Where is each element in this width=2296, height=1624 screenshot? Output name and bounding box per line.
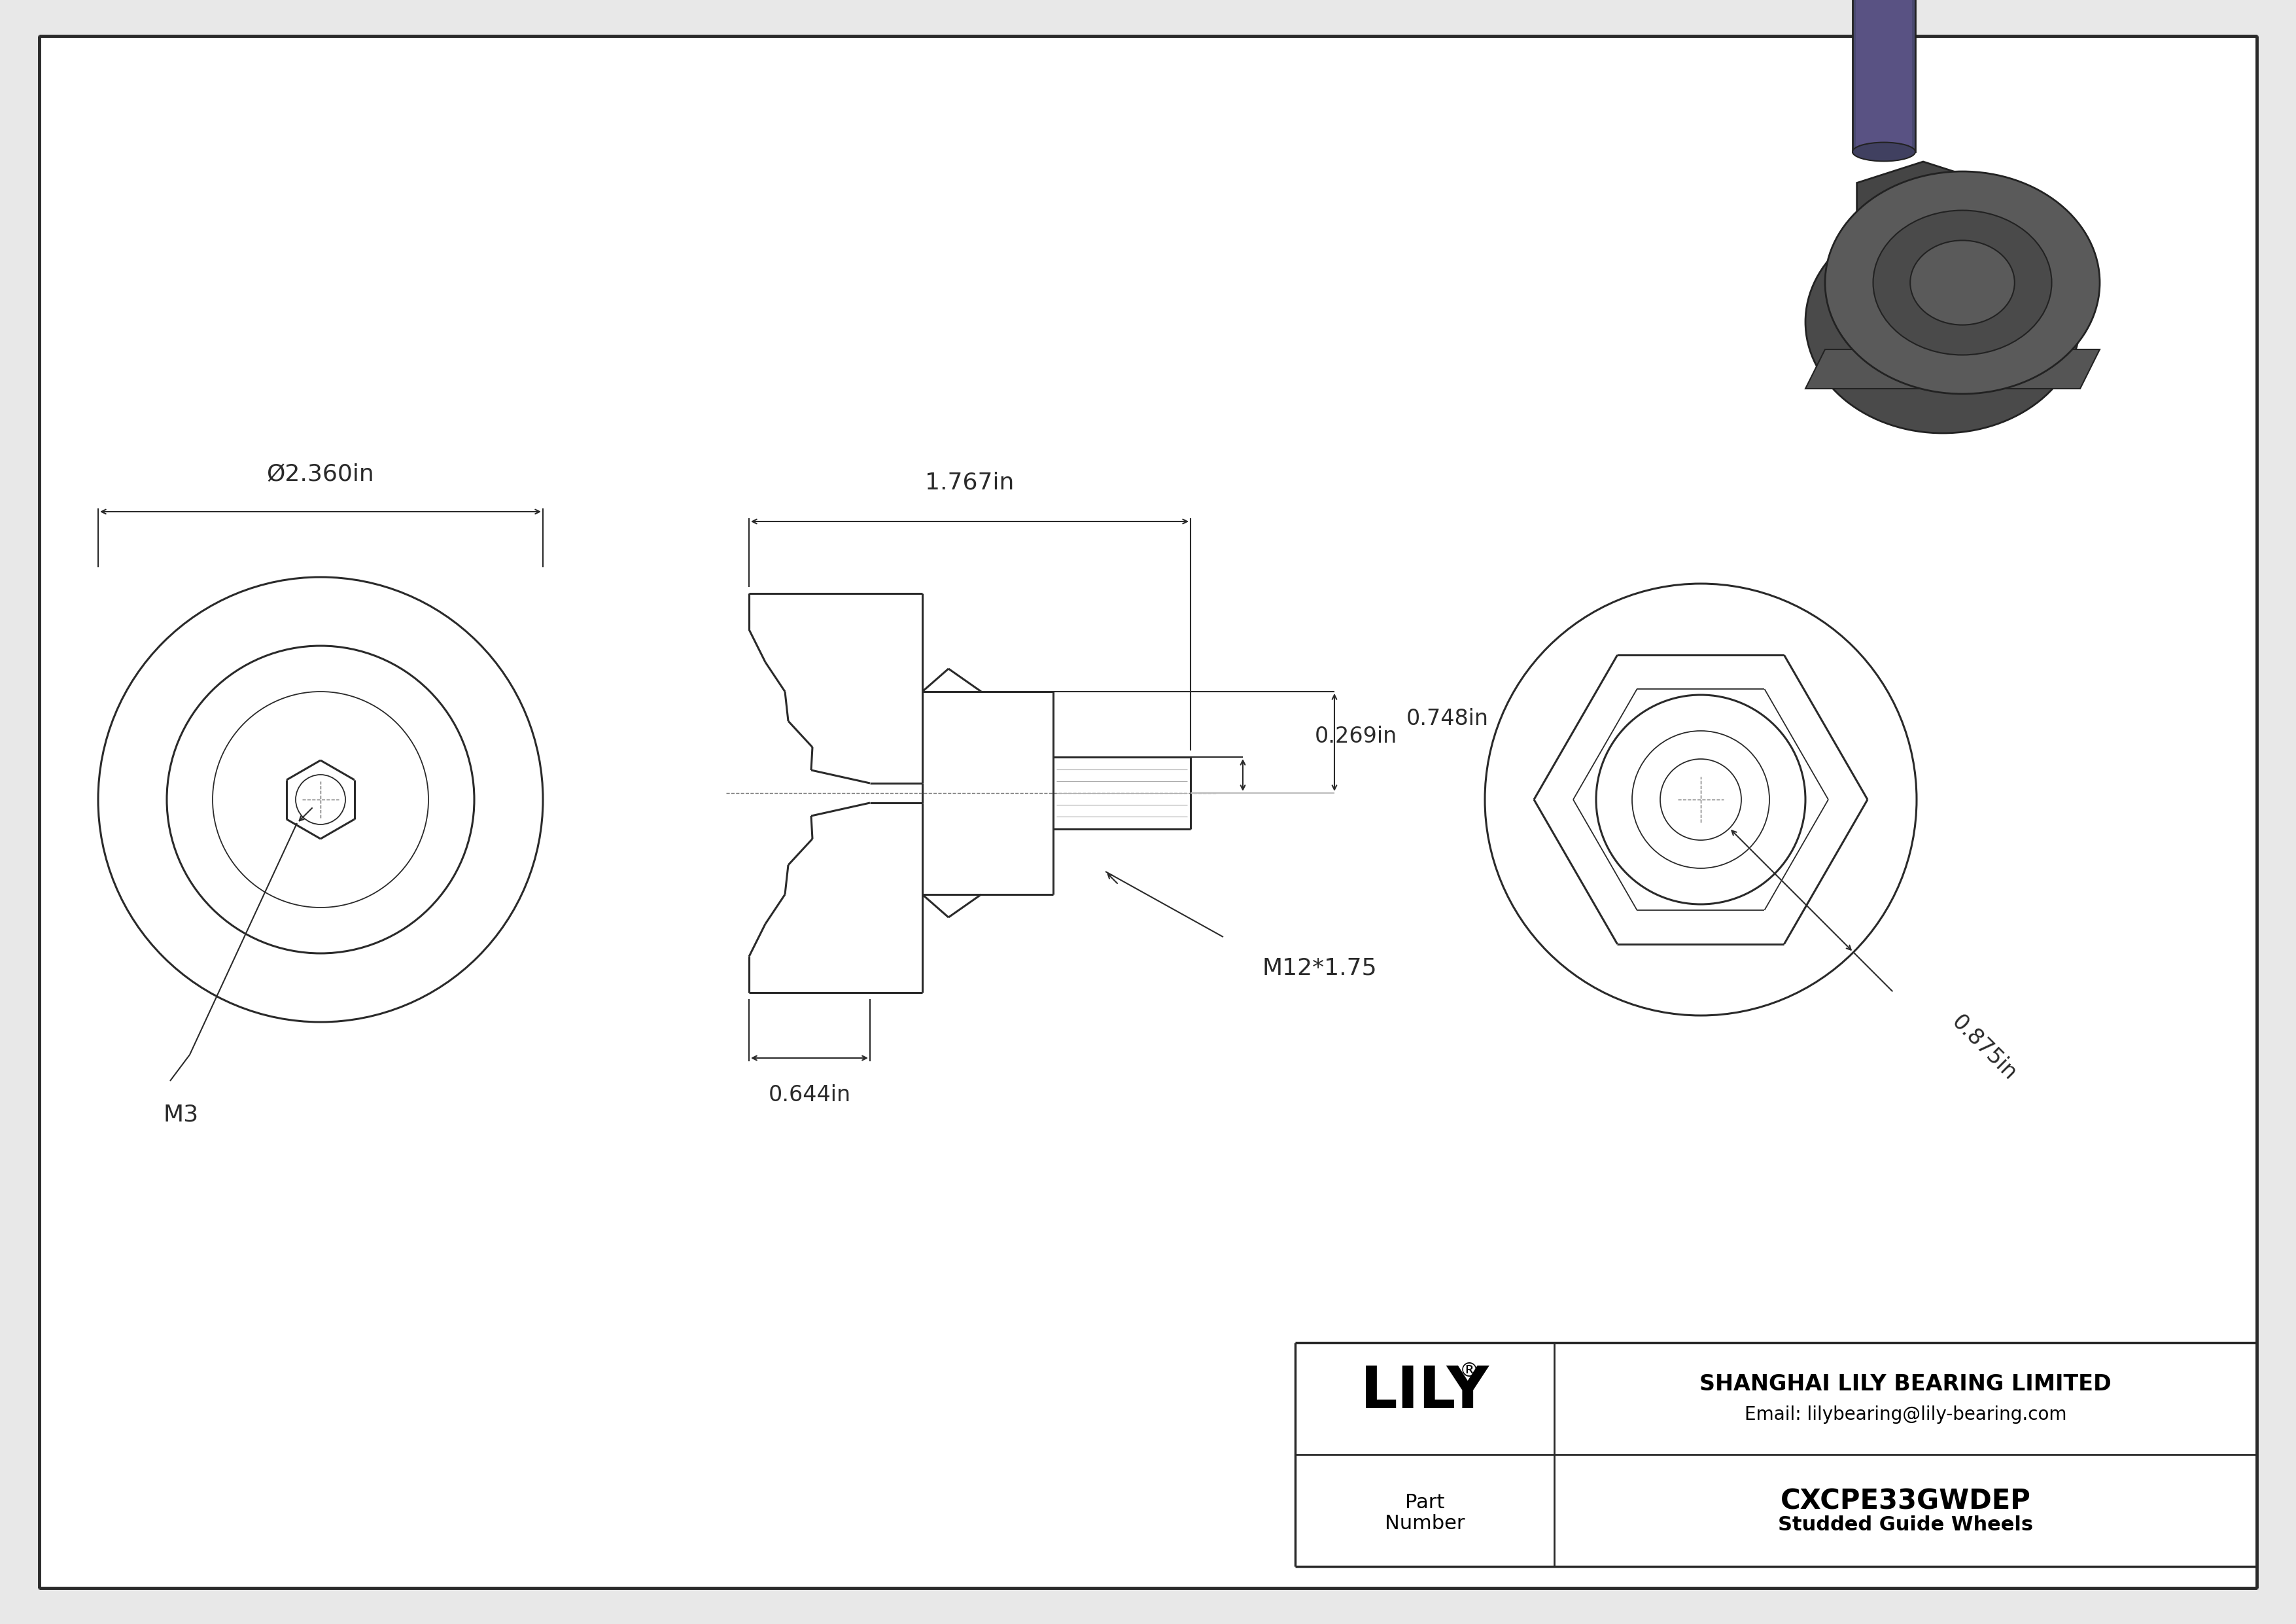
Polygon shape (1857, 162, 1988, 247)
Text: LILY: LILY (1359, 1364, 1490, 1421)
Text: Number: Number (1384, 1514, 1465, 1533)
Text: Ø2.360in: Ø2.360in (266, 463, 374, 486)
Text: CXCPE33GWDEP: CXCPE33GWDEP (1779, 1488, 2030, 1515)
Polygon shape (1805, 349, 2101, 388)
Text: 0.644in: 0.644in (769, 1085, 852, 1106)
Ellipse shape (1853, 143, 1915, 161)
Ellipse shape (1825, 172, 2101, 395)
Text: 0.748in: 0.748in (1407, 708, 1488, 729)
Text: M12*1.75: M12*1.75 (1263, 957, 1378, 979)
Bar (1853, 0, 1915, 151)
Ellipse shape (1910, 240, 2014, 325)
Text: 0.875in: 0.875in (1947, 1012, 2020, 1085)
Text: SHANGHAI LILY BEARING LIMITED: SHANGHAI LILY BEARING LIMITED (1699, 1374, 2112, 1395)
Ellipse shape (1805, 211, 2080, 434)
Bar (1855, 0, 1913, 148)
Text: ®: ® (1460, 1361, 1479, 1380)
Text: Studded Guide Wheels: Studded Guide Wheels (1777, 1515, 2032, 1535)
Text: 0.269in: 0.269in (1316, 726, 1398, 747)
Text: Part: Part (1405, 1492, 1444, 1512)
Ellipse shape (1874, 211, 2053, 356)
Text: Email: lilybearing@lily-bearing.com: Email: lilybearing@lily-bearing.com (1745, 1406, 2066, 1424)
Text: M3: M3 (163, 1104, 200, 1125)
Text: 1.767in: 1.767in (925, 471, 1015, 494)
